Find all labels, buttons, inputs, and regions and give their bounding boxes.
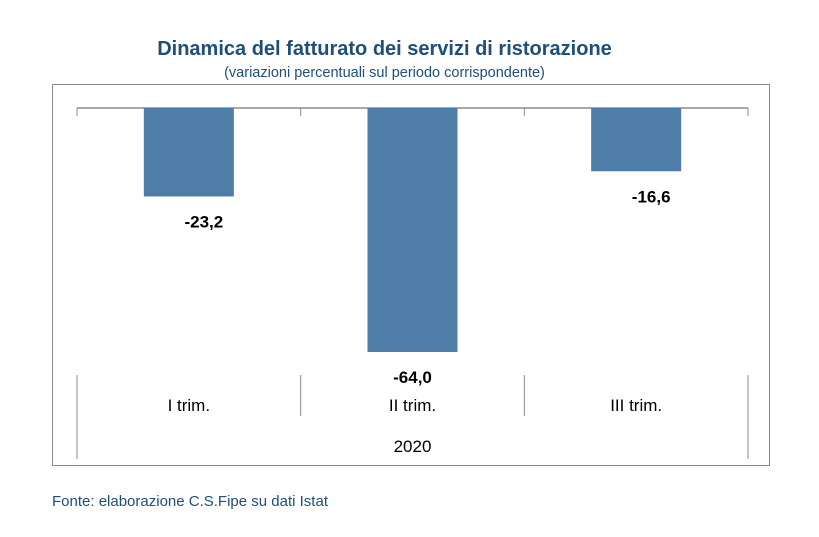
category-label: I trim. <box>168 396 211 415</box>
chart-frame <box>52 84 770 466</box>
data-label: -16,6 <box>632 187 671 206</box>
data-label: -64,0 <box>393 368 432 387</box>
bar-2 <box>367 108 458 352</box>
bar-1 <box>143 108 234 197</box>
bar-3 <box>591 108 682 172</box>
category-label: II trim. <box>389 396 436 415</box>
data-label: -23,2 <box>184 212 223 231</box>
bars-layer <box>143 108 682 352</box>
chart-title: Dinamica del fatturato dei servizi di ri… <box>157 38 612 60</box>
source-note: Fonte: elaborazione C.S.Fipe su dati Ist… <box>52 493 328 510</box>
group-label: 2020 <box>394 437 432 456</box>
chart-subtitle: (variazioni percentuali sul periodo corr… <box>224 65 545 81</box>
category-label: III trim. <box>610 396 662 415</box>
labels-layer: -23,2 I trim. -64,0 II trim. -16,6 III trim. 2… <box>168 187 671 456</box>
